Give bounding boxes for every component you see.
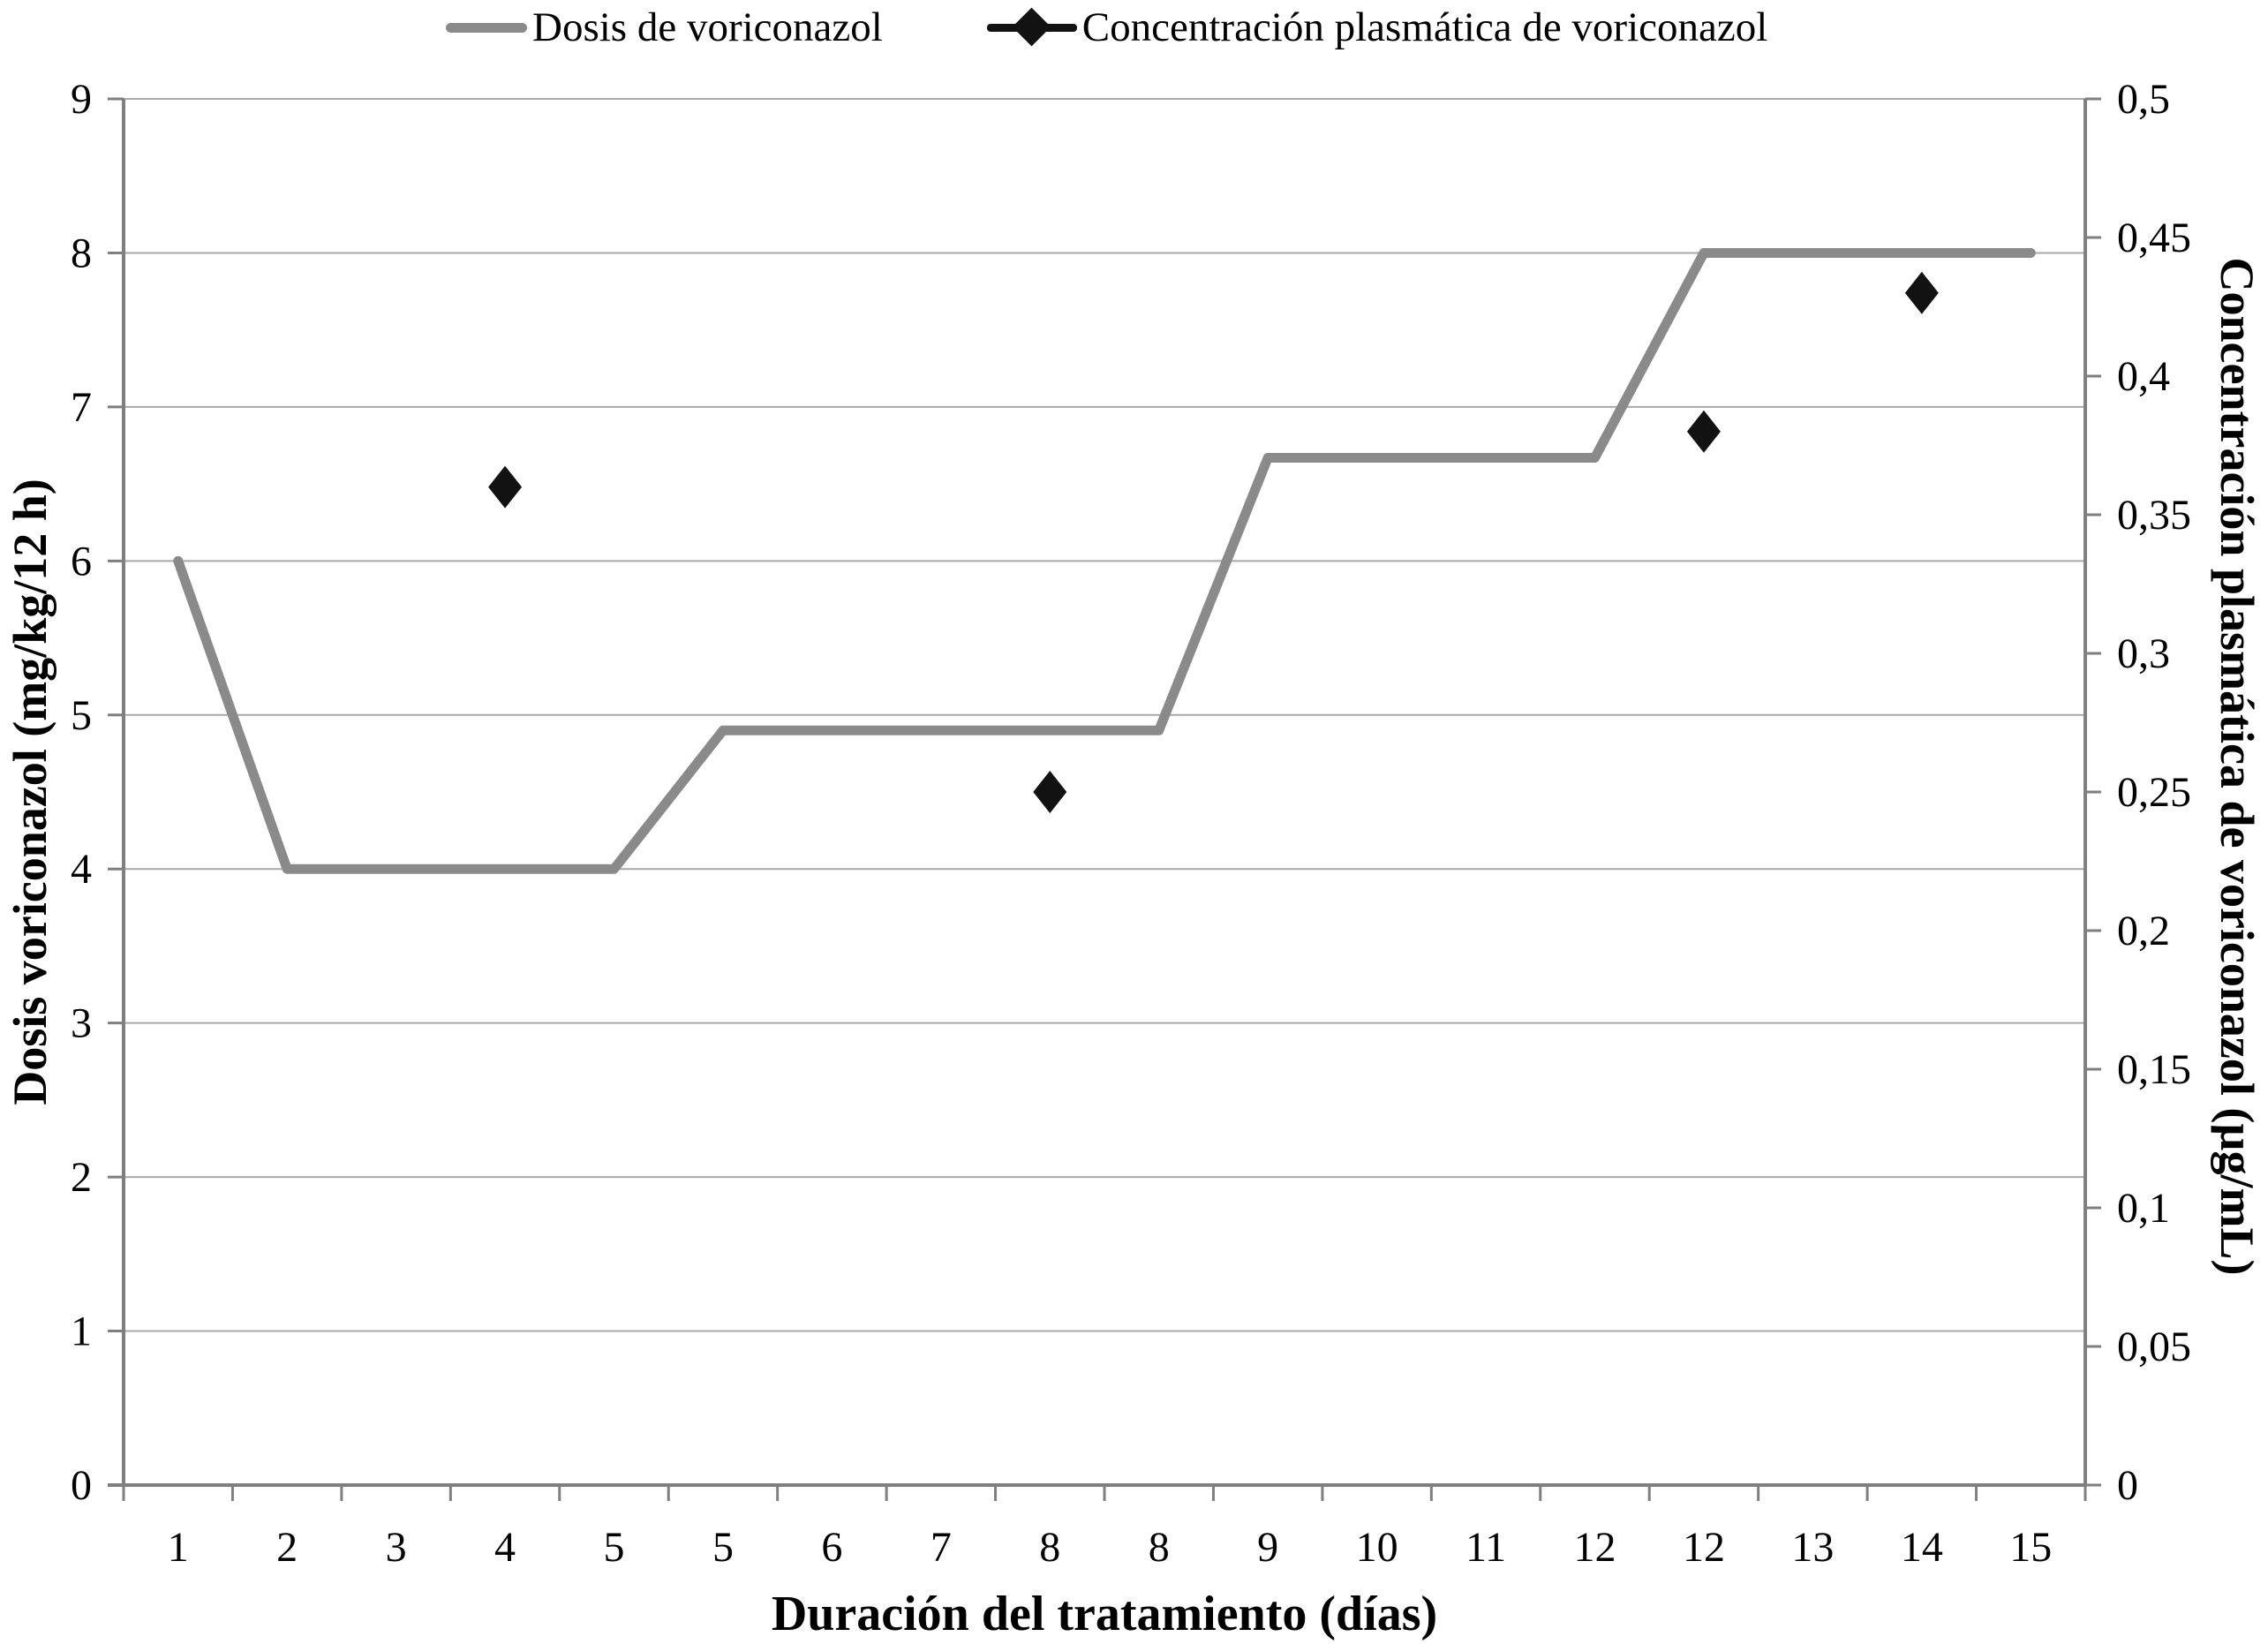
left-tick-label: 0 [71,1462,92,1509]
x-tick-label: 7 [931,1524,952,1571]
right-tick-label: 0 [2117,1462,2138,1509]
x-tick-label: 3 [386,1524,407,1571]
x-tick-label: 9 [1257,1524,1278,1571]
left-tick-label: 4 [71,846,92,893]
concentration-point [1904,271,1939,314]
x-tick-label: 12 [1574,1524,1616,1571]
x-tick-label: 2 [276,1524,298,1571]
x-tick-label: 8 [1149,1524,1170,1571]
legend-item-dose: Dosis de voriconazol [446,0,883,55]
x-tick-label: 10 [1356,1524,1398,1571]
left-tick-label: 6 [71,538,92,584]
x-tick-label: 6 [821,1524,842,1571]
x-tick-label: 13 [1791,1524,1834,1571]
x-axis-title: Duración del tratamiento (días) [771,1587,1438,1641]
left-tick-label: 3 [71,1000,92,1047]
left-tick-label: 2 [71,1154,92,1201]
right-tick-label: 0,35 [2117,492,2191,539]
x-tick-label: 11 [1466,1524,1506,1571]
gray-line-icon [446,22,527,33]
left-tick-label: 5 [71,692,92,739]
right-tick-label: 0,2 [2117,908,2170,954]
x-tick-label: 8 [1039,1524,1060,1571]
right-tick-label: 0,3 [2117,630,2170,677]
x-tick-label: 1 [168,1524,189,1571]
dose-line-series [173,247,2036,874]
right-tick-label: 0,1 [2117,1185,2170,1232]
right-tick-label: 0,05 [2117,1323,2191,1370]
legend-item-concentration: Concentración plasmática de voriconazol [986,0,1768,55]
left-tick-label: 9 [71,76,92,123]
right-tick-label: 0,15 [2117,1046,2191,1093]
concentration-point [488,465,523,509]
x-tick-label: 4 [494,1524,516,1571]
right-axis-title: Concentración plasmática de voriconazol … [2211,257,2264,1276]
right-tick-label: 0,25 [2117,769,2191,816]
concentration-point [1686,410,1721,453]
black-diamond-line-icon [986,7,1077,47]
left-tick-label: 8 [71,230,92,276]
legend: Dosis de voriconazol Concentración plasm… [446,0,1767,55]
x-tick-label: 14 [1901,1524,1943,1571]
right-tick-label: 0,45 [2117,215,2191,261]
left-axis-title: Dosis voriconazol (mg/kg/12 h) [4,479,57,1105]
left-tick-label: 1 [71,1308,92,1355]
x-tick-label: 5 [604,1524,625,1571]
legend-label-concentration: Concentración plasmática de voriconazol [1081,4,1768,50]
x-tick-label: 15 [2009,1524,2052,1571]
left-tick-label: 7 [71,384,92,431]
x-tick-label: 12 [1683,1524,1725,1571]
right-tick-label: 0,4 [2117,353,2170,400]
legend-label-dose: Dosis de voriconazol [532,4,883,50]
concentration-point [1033,771,1067,813]
right-tick-label: 0,5 [2117,76,2170,123]
x-tick-label: 5 [712,1524,734,1571]
